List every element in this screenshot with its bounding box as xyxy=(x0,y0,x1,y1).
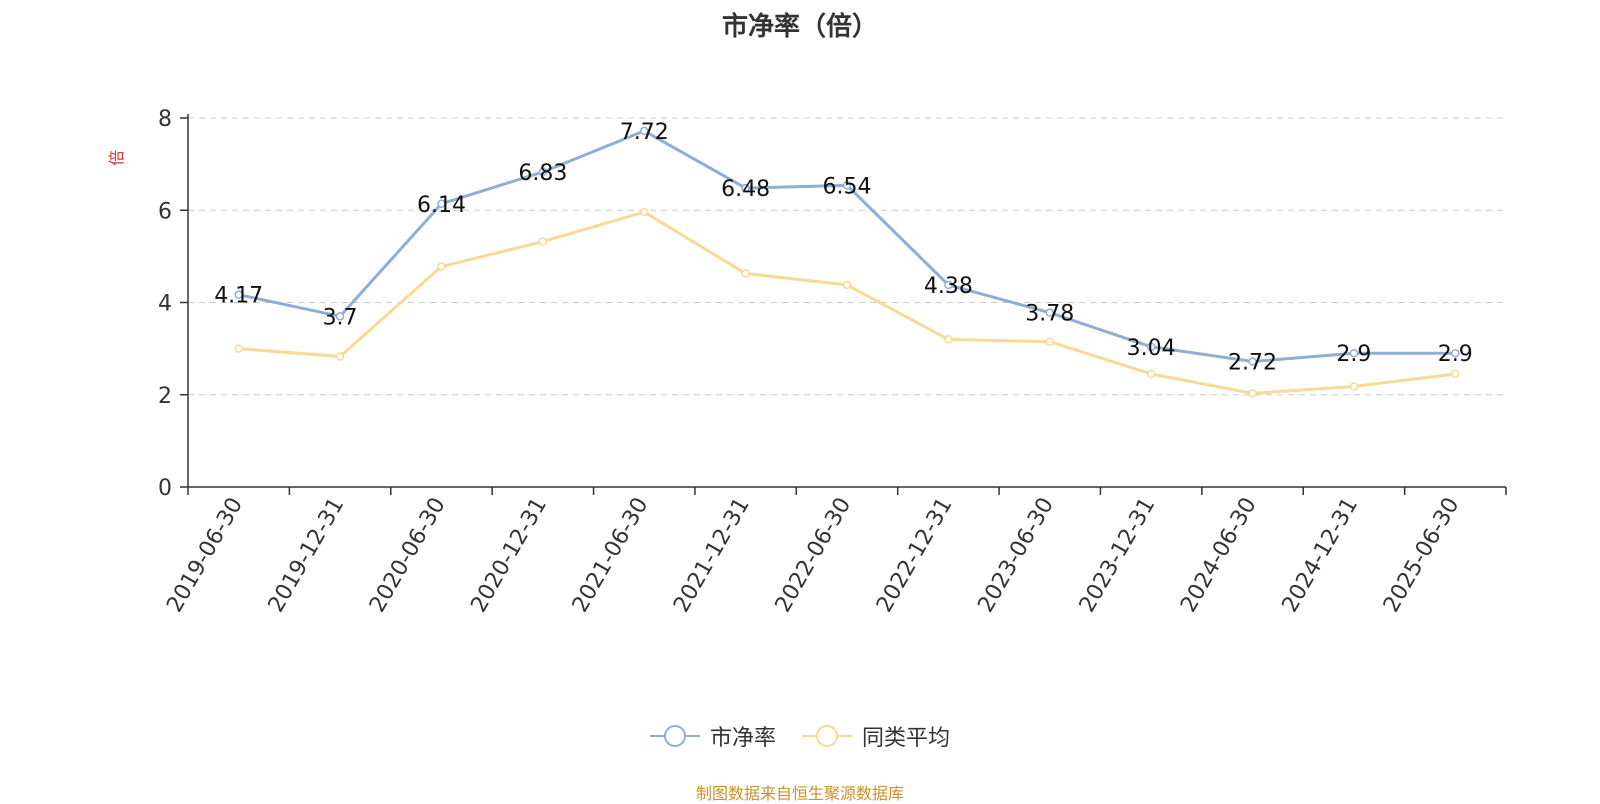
data-point xyxy=(741,183,750,193)
data-point xyxy=(1146,369,1156,379)
y-tick-label: 8 xyxy=(158,107,172,132)
x-tick-label: 2022-12-31 xyxy=(872,494,958,617)
x-tick-label: 2024-06-30 xyxy=(1176,494,1262,617)
data-point xyxy=(639,126,649,136)
data-label: 6.83 xyxy=(518,161,567,186)
y-tick-label: 0 xyxy=(158,476,172,501)
data-point xyxy=(538,167,548,177)
x-tick-label: 2022-06-30 xyxy=(771,494,857,617)
data-point xyxy=(842,280,852,290)
data-label: 6.54 xyxy=(823,174,872,199)
data-point xyxy=(1451,369,1460,379)
y-tick-label: 2 xyxy=(158,384,172,409)
legend-label-peer-average: 同类平均 xyxy=(862,726,951,751)
data-label: 3.78 xyxy=(1025,302,1074,327)
data-point xyxy=(1045,308,1055,317)
legend-item-peer-average[interactable]: 同类平均 xyxy=(802,720,950,752)
data-point xyxy=(944,280,953,290)
data-label: 6.14 xyxy=(417,193,466,218)
legend-marker-pb xyxy=(649,725,700,747)
data-point xyxy=(944,335,953,344)
data-label: 4.17 xyxy=(214,284,263,309)
x-tick-label: 2024-12-31 xyxy=(1278,494,1364,617)
data-label: 3.04 xyxy=(1127,336,1176,361)
data-point xyxy=(234,344,243,353)
data-point xyxy=(1248,357,1257,366)
data-point xyxy=(1349,382,1359,391)
x-tick-label: 2025-06-30 xyxy=(1379,494,1465,617)
x-tick-label: 2023-06-30 xyxy=(973,494,1059,617)
data-point xyxy=(1146,342,1156,352)
data-label: 3.7 xyxy=(323,305,358,330)
legend-item-pb[interactable]: 市净率 xyxy=(649,720,776,752)
data-point xyxy=(234,290,243,299)
chart-title: 市净率（倍） xyxy=(721,12,878,42)
data-point xyxy=(538,237,548,246)
data-label: 2.9 xyxy=(1438,342,1473,367)
data-point xyxy=(741,269,750,278)
x-tick-label: 2019-06-30 xyxy=(162,494,248,617)
x-tick-label: 2020-06-30 xyxy=(365,494,451,617)
data-label: 4.38 xyxy=(924,274,973,299)
data-point xyxy=(1248,389,1257,398)
data-point xyxy=(1451,348,1460,358)
data-label: 2.72 xyxy=(1228,351,1277,376)
data-point xyxy=(1045,337,1055,346)
data-label: 6.48 xyxy=(721,177,770,202)
data-label: 2.9 xyxy=(1336,342,1371,367)
data-point xyxy=(437,199,446,209)
data-point xyxy=(335,312,345,321)
x-tick-label: 2020-12-31 xyxy=(466,494,552,617)
x-tick-label: 2021-12-31 xyxy=(669,494,755,617)
legend: 市净率 同类平均 xyxy=(0,720,1600,752)
y-axis-label: 倍 xyxy=(107,150,126,166)
y-tick-label: 6 xyxy=(158,199,172,224)
source-note: 制图数据来自恒生聚源数据库 xyxy=(695,784,904,803)
data-point xyxy=(437,262,446,271)
x-tick-label: 2023-12-31 xyxy=(1075,494,1161,617)
y-tick-label: 4 xyxy=(158,292,172,317)
legend-label-pb: 市净率 xyxy=(709,726,776,751)
x-tick-label: 2019-12-31 xyxy=(264,494,350,617)
legend-marker-peer-average xyxy=(802,725,852,747)
data-point xyxy=(1349,348,1359,358)
data-point xyxy=(639,207,649,217)
data-label: 7.72 xyxy=(620,120,669,145)
series-line-0 xyxy=(238,129,1456,364)
x-tick-label: 2021-06-30 xyxy=(568,494,654,617)
data-point xyxy=(335,352,345,361)
data-point xyxy=(842,181,852,190)
